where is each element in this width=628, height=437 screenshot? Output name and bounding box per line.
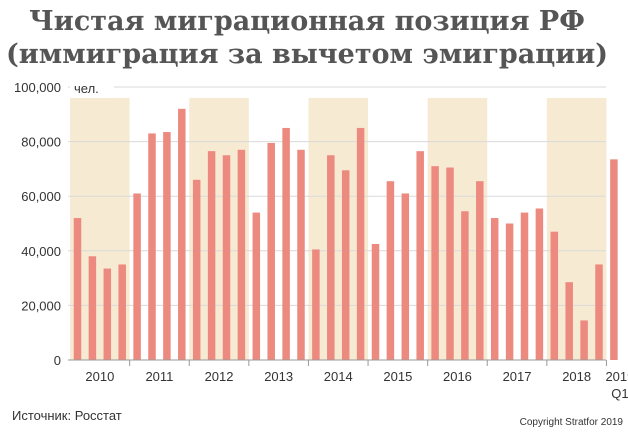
- y-tick-label: 80,000: [21, 135, 61, 150]
- bar: [431, 166, 439, 360]
- bar: [297, 149, 305, 360]
- x-tick-label: 2012: [205, 369, 234, 384]
- bar: [416, 151, 424, 360]
- x-tick-label: 2013: [264, 369, 293, 384]
- copyright-note: Copyright Stratfor 2019: [520, 417, 624, 428]
- bar: [133, 193, 141, 360]
- source-note: Источник: Росстат: [12, 408, 122, 423]
- bar: [207, 151, 216, 360]
- bar: [401, 193, 410, 360]
- bar: [222, 155, 231, 360]
- bar: [88, 256, 97, 360]
- bar: [327, 155, 335, 360]
- x-axis-ticks: 2010 2011 2012 2013 2014 2015 2016 2017 2018 2019…: [85, 360, 628, 401]
- bar: [610, 159, 618, 360]
- bar: [148, 133, 156, 360]
- bar: [356, 127, 365, 360]
- x-tick-label: 2017: [503, 369, 532, 384]
- bar: [580, 320, 588, 360]
- x-tick-sublabel: Q1: [611, 386, 628, 401]
- bar: [565, 282, 573, 360]
- unit-label-bg: [70, 80, 114, 98]
- y-tick-label: 100,000: [14, 80, 61, 95]
- bar: [550, 231, 559, 360]
- chart-subtitle: (иммиграция за вычетом эмиграции): [6, 39, 608, 70]
- bar: [490, 218, 499, 360]
- bar: [520, 212, 529, 360]
- bar: [192, 179, 201, 360]
- bar: [103, 268, 112, 360]
- x-tick-label: 2010: [85, 369, 114, 384]
- bar: [178, 108, 186, 360]
- bar: [282, 127, 290, 360]
- bar: [476, 181, 484, 360]
- y-axis-ticks: 0 20,000 40,000 60,000 80,000 100,000: [14, 80, 61, 368]
- y-tick-label: 60,000: [21, 189, 61, 204]
- bar: [595, 264, 603, 360]
- bar: [446, 167, 454, 360]
- bar: [386, 181, 395, 360]
- x-tick-label: 2019: [605, 369, 628, 384]
- x-tick-label: 2014: [324, 369, 353, 384]
- bar: [312, 249, 320, 360]
- bar: [371, 243, 380, 360]
- x-tick-label: 2016: [443, 369, 472, 384]
- chart-title: Чистая миграционная позиция РФ: [29, 6, 585, 37]
- bar: [73, 218, 82, 360]
- gridlines: [68, 86, 606, 306]
- x-tick-label: 2011: [145, 369, 173, 384]
- y-tick-label: 0: [54, 353, 61, 368]
- bar: [267, 142, 275, 360]
- bar: [461, 211, 469, 360]
- y-tick-label: 20,000: [21, 298, 61, 313]
- bar: [163, 132, 171, 360]
- bar: [341, 170, 350, 360]
- bar: [535, 208, 544, 360]
- x-tick-label: 2015: [383, 369, 412, 384]
- bar: [505, 223, 514, 360]
- bar: [252, 212, 261, 360]
- y-tick-label: 40,000: [21, 244, 61, 259]
- bar: [118, 264, 126, 360]
- bar: [237, 149, 246, 360]
- x-tick-label: 2018: [562, 369, 591, 384]
- bars: [73, 108, 618, 360]
- unit-label: чел.: [74, 81, 99, 96]
